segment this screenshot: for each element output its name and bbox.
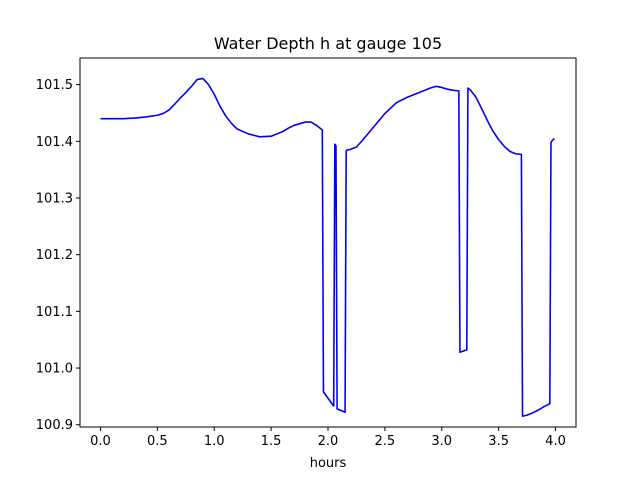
y-tick-label: 101.0	[36, 362, 73, 377]
series-layer	[100, 77, 555, 418]
y-tick-label: 101.4	[36, 135, 73, 150]
x-tick-label: 2.5	[375, 434, 396, 449]
x-tick-label: 4.0	[545, 434, 566, 449]
y-tick-label: 100.9	[36, 418, 73, 433]
x-tick-label: 1.0	[204, 434, 225, 449]
y-tick-label: 101.1	[36, 305, 73, 320]
x-axis: 0.0 0.5 1.0 1.5 2.0 2.5 3.0 3.5 4.0	[90, 427, 566, 449]
x-tick-label: 2.0	[318, 434, 339, 449]
x-axis-label: hours	[310, 456, 347, 471]
series-line-1	[100, 77, 555, 418]
x-tick-label: 1.5	[261, 434, 282, 449]
y-tick-label: 101.2	[36, 248, 73, 263]
x-tick-label: 3.5	[488, 434, 509, 449]
y-tick-label: 101.5	[36, 78, 73, 93]
x-tick-label: 0.0	[90, 434, 111, 449]
chart-title: Water Depth h at gauge 105	[214, 34, 442, 53]
plot-area	[80, 58, 576, 427]
x-tick-label: 3.0	[431, 434, 452, 449]
x-tick-label: 0.5	[147, 434, 168, 449]
y-tick-label: 101.3	[36, 192, 73, 207]
y-axis: 100.9 101.0 101.1 101.2 101.3 101.4 101.5	[36, 78, 80, 433]
